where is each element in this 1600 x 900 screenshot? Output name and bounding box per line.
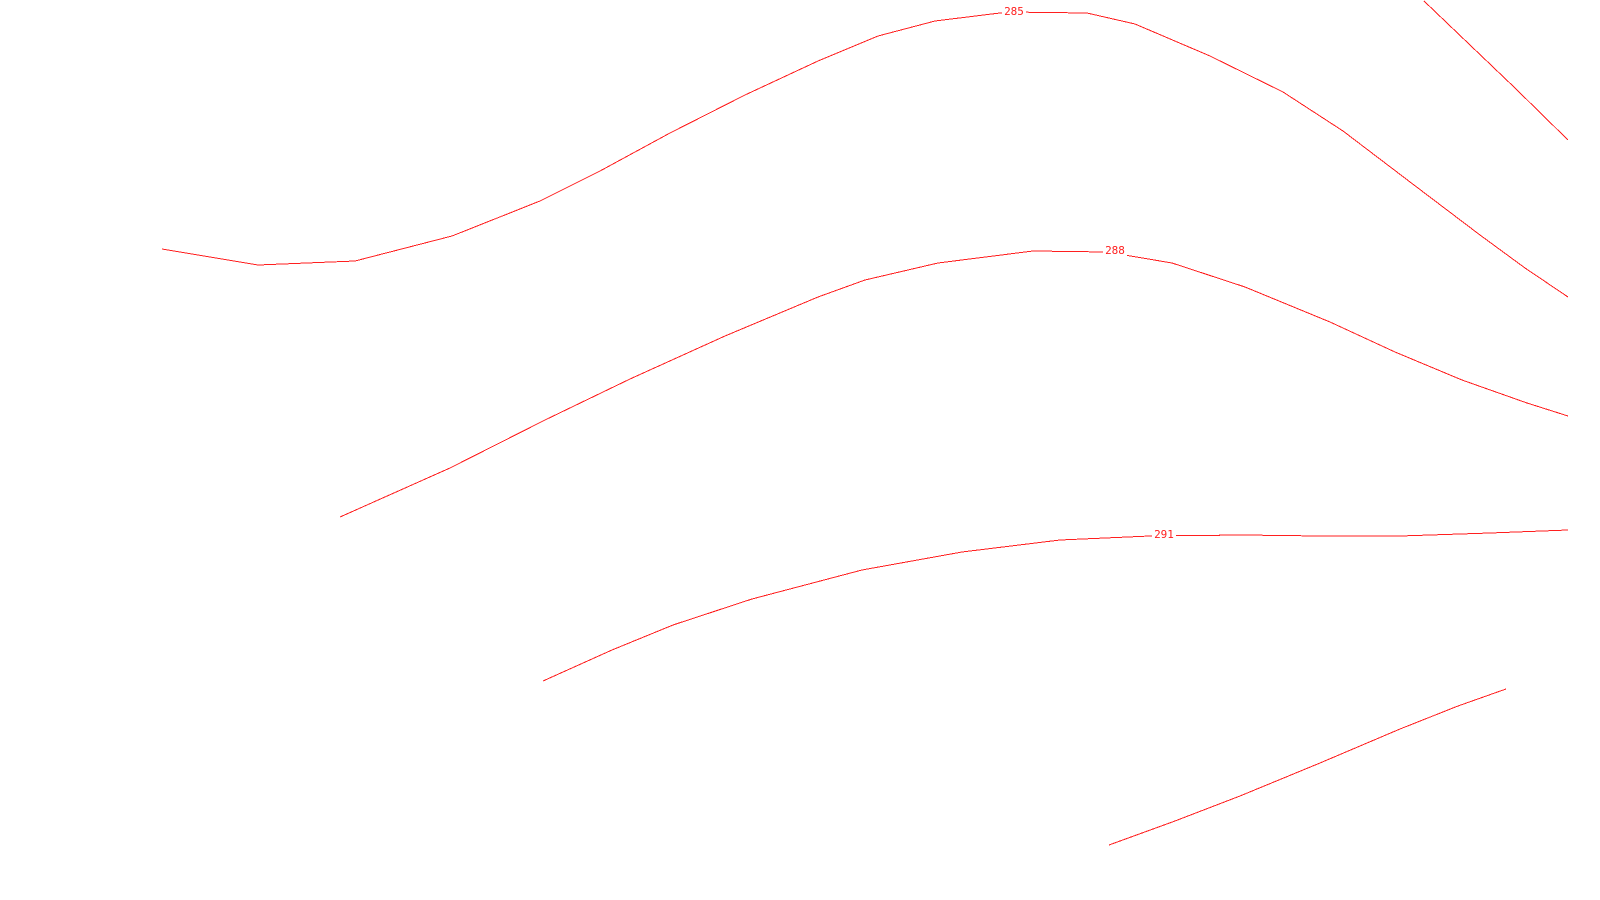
contour-label-291: 291 <box>1154 528 1174 541</box>
contour-line-288 <box>339 250 1569 518</box>
contour-line-bottom <box>1108 688 1507 846</box>
contour-line-291 <box>542 529 1569 682</box>
contour-label-bg-285 <box>1002 5 1026 19</box>
contour-label-bg-288 <box>1103 244 1127 258</box>
contour-unlabeled-bottom <box>1108 688 1507 846</box>
contour-line-top-right <box>1423 0 1569 141</box>
contour-label-285: 285 <box>1004 5 1024 18</box>
contour-line-285 <box>161 11 1569 298</box>
contour-291: 291 <box>542 528 1569 682</box>
contour-288: 288 <box>339 244 1569 518</box>
contour-unlabeled-top-right <box>1423 0 1569 141</box>
contour-285: 285 <box>161 5 1569 298</box>
contour-label-288: 288 <box>1105 244 1125 257</box>
contour-label-bg-291 <box>1152 528 1176 542</box>
